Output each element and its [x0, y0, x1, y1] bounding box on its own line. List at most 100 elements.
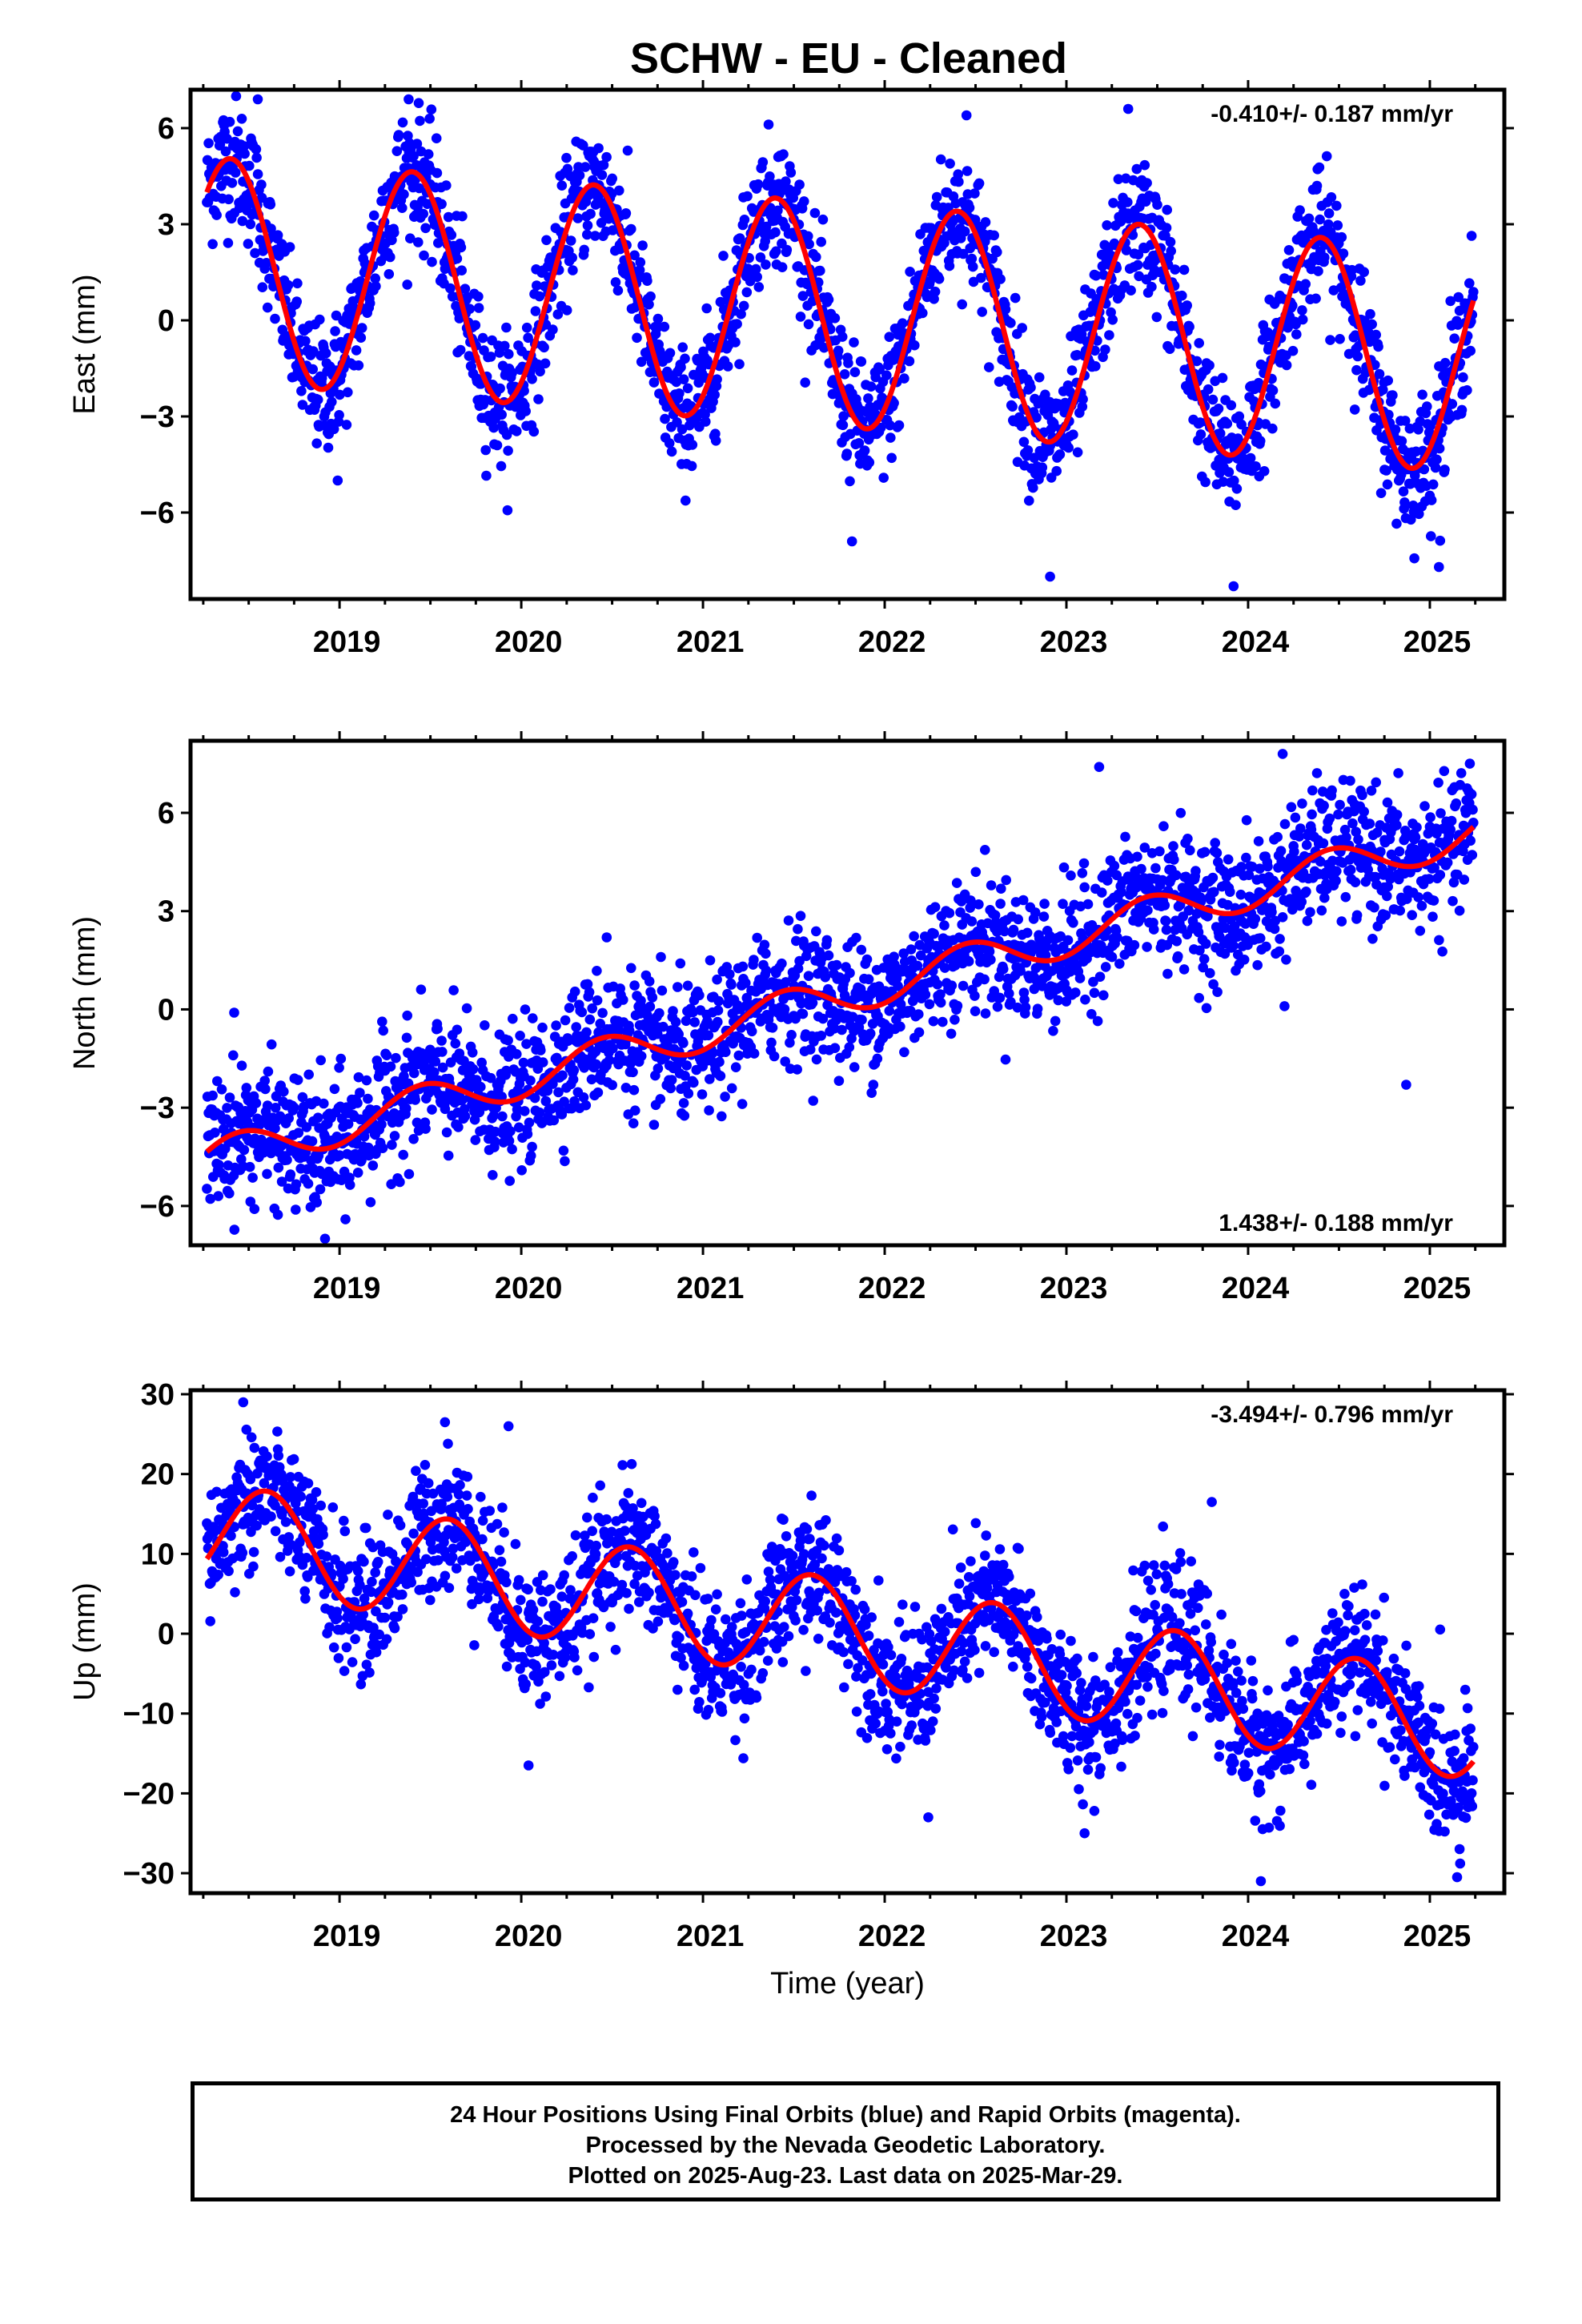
north-point: [980, 1008, 991, 1019]
north-point: [785, 1037, 795, 1048]
north-point: [245, 1196, 256, 1207]
north-point: [703, 1030, 714, 1041]
north-point: [377, 1143, 388, 1153]
east-point: [523, 332, 533, 344]
east-point: [383, 269, 395, 279]
east-point: [1367, 319, 1377, 330]
east-point: [423, 149, 434, 159]
east-point: [579, 244, 589, 255]
east-point: [393, 130, 404, 140]
east-point: [495, 383, 505, 394]
north-point: [453, 1122, 464, 1132]
east-point: [276, 239, 287, 250]
north-point: [353, 1072, 364, 1083]
north-point: [1241, 852, 1251, 863]
east-point: [1291, 329, 1302, 340]
north-point: [1274, 946, 1285, 957]
north-point: [1030, 907, 1041, 918]
east-point: [1077, 401, 1088, 412]
east-point: [1166, 246, 1176, 256]
east-point: [837, 332, 848, 342]
east-point: [207, 239, 218, 250]
north-point: [452, 1024, 463, 1035]
east-point: [1456, 404, 1468, 416]
north-point: [297, 1092, 308, 1103]
north-point: [1142, 905, 1153, 915]
north-point: [1351, 826, 1361, 837]
east-point: [874, 364, 885, 375]
north-point: [334, 1063, 344, 1073]
north-point: [1235, 889, 1247, 900]
north-point: [935, 997, 946, 1008]
north-point: [950, 1015, 960, 1025]
east-point: [1323, 208, 1335, 219]
up-point: [370, 1567, 381, 1578]
east-point: [1466, 231, 1477, 241]
east-point: [676, 362, 686, 372]
north-point: [1437, 946, 1447, 957]
north-point: [793, 923, 803, 935]
east-point: [1315, 214, 1325, 225]
north-point: [1327, 785, 1337, 796]
north-point: [1168, 841, 1178, 851]
north-point: [1070, 987, 1081, 998]
north-point: [665, 1083, 676, 1094]
east-point: [1072, 447, 1083, 458]
east-point: [385, 251, 396, 263]
north-xtick-label: 2022: [858, 1272, 926, 1305]
north-point: [652, 1063, 664, 1074]
north-point: [1061, 996, 1072, 1007]
east-point: [629, 250, 640, 261]
east-point: [272, 230, 283, 241]
east-point: [1365, 308, 1375, 320]
east-point: [1204, 360, 1215, 371]
east-point: [292, 278, 303, 289]
east-point: [1006, 318, 1016, 328]
north-point: [1004, 988, 1014, 999]
east-point: [231, 90, 242, 102]
east-point: [773, 205, 783, 216]
east-point: [691, 413, 702, 424]
north-point: [1193, 927, 1204, 938]
north-point: [214, 1160, 224, 1170]
north-point: [1086, 1009, 1097, 1019]
north-point: [563, 1035, 573, 1046]
east-point: [312, 394, 323, 405]
north-rate-label: 1.438+/- 0.188 mm/yr: [1219, 1210, 1453, 1236]
east-point: [1371, 329, 1381, 340]
north-point: [352, 1098, 363, 1108]
east-point: [1234, 411, 1245, 422]
north-point: [1305, 907, 1315, 918]
east-point: [1409, 553, 1419, 564]
east-point: [572, 213, 584, 223]
east-point: [353, 360, 364, 371]
north-ytick-label: −6: [140, 1190, 175, 1224]
up-point: [352, 1566, 363, 1577]
east-point: [1090, 270, 1102, 281]
north-point: [1102, 875, 1113, 886]
up-point: [339, 1526, 351, 1537]
north-point: [408, 1134, 419, 1144]
east-point: [1146, 281, 1157, 292]
east-point: [1191, 356, 1203, 367]
north-point: [1000, 1054, 1011, 1065]
north-point: [946, 1028, 957, 1039]
east-point: [797, 291, 809, 301]
north-point: [1132, 851, 1142, 862]
north-point: [485, 1072, 496, 1084]
east-point: [596, 170, 608, 180]
north-point: [329, 1084, 340, 1095]
north-point: [448, 985, 459, 995]
north-point: [712, 974, 722, 985]
east-point: [580, 162, 591, 172]
east-point: [239, 148, 250, 159]
north-point: [1183, 905, 1195, 916]
east-point: [389, 227, 400, 238]
up-point: [392, 1611, 403, 1622]
east-point: [424, 113, 435, 124]
north-point: [656, 951, 666, 963]
north-point: [229, 1224, 240, 1235]
east-point: [520, 406, 531, 416]
east-point: [1319, 252, 1330, 263]
east-point: [755, 252, 766, 263]
